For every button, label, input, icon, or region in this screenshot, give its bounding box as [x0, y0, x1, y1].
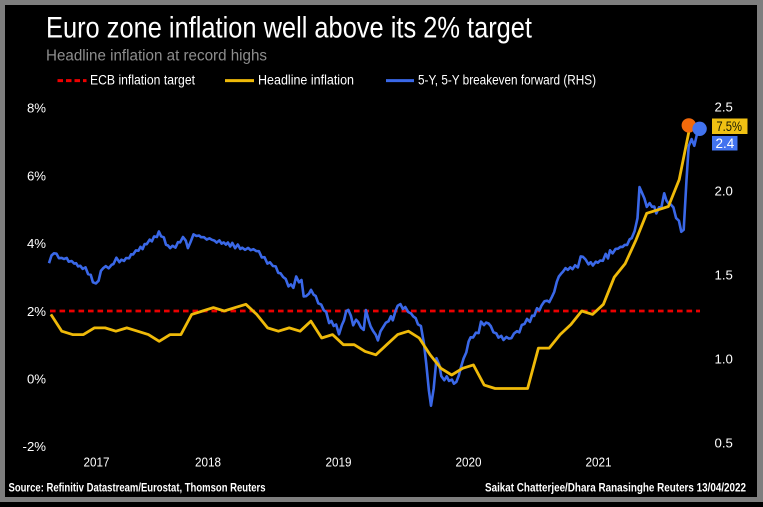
svg-text:2019: 2019: [326, 455, 352, 470]
svg-text:2.0: 2.0: [715, 184, 733, 199]
svg-text:1.0: 1.0: [715, 352, 733, 367]
svg-text:Headline inflation: Headline inflation: [258, 72, 354, 87]
svg-text:-2%: -2%: [23, 439, 47, 454]
svg-text:6%: 6%: [27, 168, 46, 183]
svg-text:Saikat Chatterjee/Dhara Ranasi: Saikat Chatterjee/Dhara Ranasinghe Reute…: [485, 480, 746, 494]
svg-text:Headline inflation at record h: Headline inflation at record highs: [46, 48, 267, 65]
svg-text:2020: 2020: [456, 455, 482, 470]
svg-text:2017: 2017: [84, 455, 110, 470]
svg-text:2%: 2%: [27, 304, 46, 319]
svg-text:4%: 4%: [27, 236, 46, 251]
svg-text:0.5: 0.5: [715, 436, 733, 451]
svg-text:0%: 0%: [27, 371, 46, 386]
svg-text:8%: 8%: [27, 101, 46, 116]
svg-text:2021: 2021: [586, 455, 612, 470]
svg-text:2.5: 2.5: [715, 100, 733, 115]
svg-text:5-Y, 5-Y breakeven forward (RH: 5-Y, 5-Y breakeven forward (RHS): [418, 72, 596, 87]
svg-text:ECB inflation target: ECB inflation target: [90, 72, 195, 87]
svg-text:1.5: 1.5: [715, 268, 733, 283]
svg-text:7.5%: 7.5%: [716, 119, 742, 134]
svg-text:2018: 2018: [195, 455, 221, 470]
svg-text:2.4: 2.4: [716, 136, 735, 151]
svg-text:Source: Refinitiv Datastream/E: Source: Refinitiv Datastream/Eurostat, T…: [9, 480, 266, 494]
svg-text:Euro zone inflation well above: Euro zone inflation well above its 2% ta…: [46, 11, 532, 44]
